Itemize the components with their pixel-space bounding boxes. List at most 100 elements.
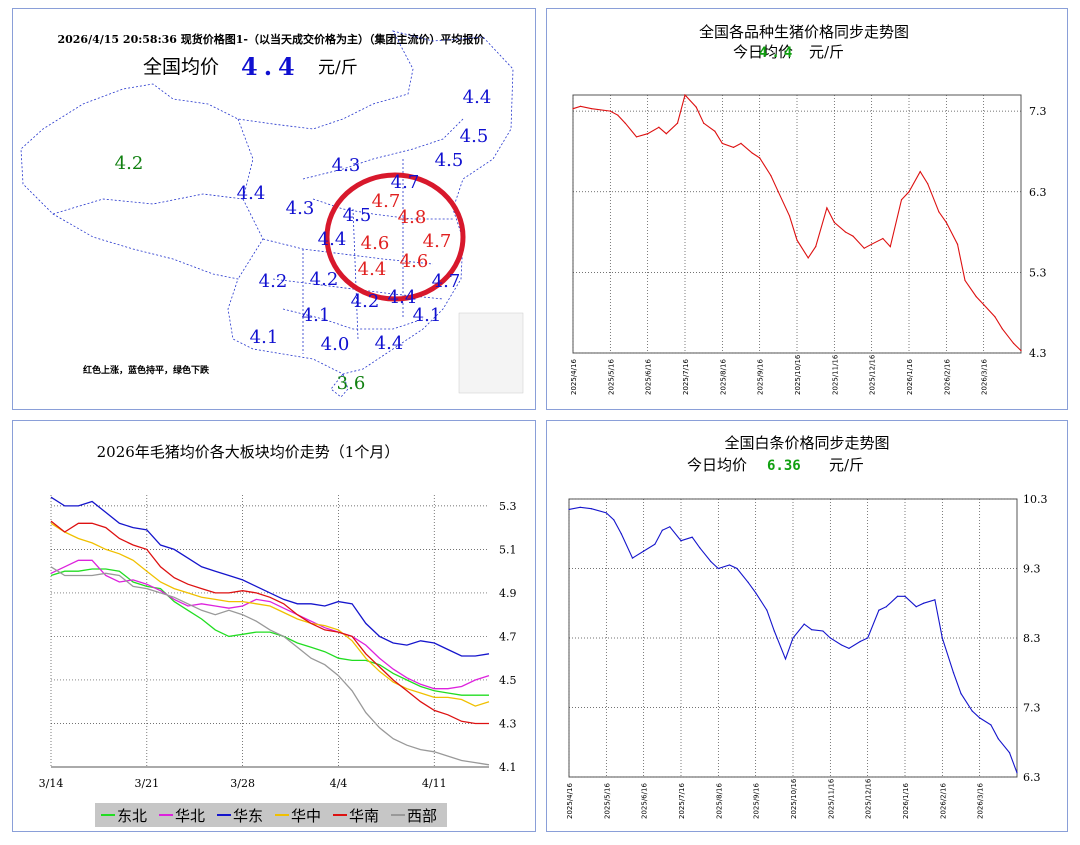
- data-point: [867, 637, 869, 639]
- carcass-chart-title: 全国白条价格同步走势图: [724, 434, 889, 452]
- data-point: [728, 564, 731, 566]
- x-tick-label: 2025/8/16: [715, 783, 723, 819]
- data-point: [1012, 342, 1015, 344]
- data-point: [934, 599, 936, 601]
- highlight-circle: [324, 172, 466, 302]
- x-tick-label: 2026/1/16: [906, 359, 914, 395]
- province-price-label: 4.7: [391, 172, 420, 193]
- regional-legend: [95, 803, 447, 827]
- data-point: [721, 142, 723, 144]
- data-point: [971, 710, 973, 712]
- y-tick-label: 7.3: [1029, 105, 1047, 118]
- data-point: [833, 221, 835, 223]
- data-point: [927, 183, 929, 185]
- province-price-label: 4.5: [460, 126, 489, 147]
- data-point: [938, 211, 940, 213]
- x-tick-label: 2025/4/16: [570, 359, 578, 395]
- avg-value: 4.4: [241, 52, 301, 81]
- data-point: [900, 199, 903, 201]
- data-point: [975, 295, 977, 298]
- hog-subtitle-prefix: 今日均价: [733, 43, 793, 61]
- province-price-label: 4.5: [435, 150, 464, 171]
- china-price-map: 2026/4/15 20:58:36 现货价格图1-（以当天成交价格为主）（集团…: [20, 30, 524, 398]
- map-borders: [20, 30, 514, 398]
- y-tick-label: 5.3: [499, 500, 517, 513]
- province-price-labels: 4.24.44.34.34.44.54.54.74.74.84.54.6 4.74…: [115, 87, 492, 394]
- color-legend-note: 红色上涨，蓝色持平，绿色下跌: [83, 364, 210, 376]
- province-price-label: 4.7: [372, 191, 401, 212]
- data-point: [807, 257, 809, 259]
- carcass-subtitle: 今日均价 6.36 元/斤: [687, 456, 864, 474]
- province-price-label: 4.5: [343, 205, 372, 226]
- data-point: [766, 609, 768, 611]
- province-price-label: 3.6: [337, 373, 366, 394]
- data-point: [747, 581, 749, 583]
- series-line: [50, 568, 489, 696]
- data-point: [590, 508, 592, 510]
- data-point: [605, 512, 607, 514]
- data-point: [997, 738, 999, 740]
- province-price-label: 4.6: [361, 233, 390, 254]
- x-tick-label: 2026/2/16: [939, 783, 947, 819]
- legend-label: 华南: [349, 807, 379, 825]
- regional-price-panel: 2026年毛猪均价各大板块均价走势（1个月） 5.3 5.1 4.9 4.7 4.5 4.…: [12, 420, 536, 832]
- y-tick-label: 9.3: [1023, 563, 1041, 576]
- data-point: [923, 602, 925, 604]
- y-tick-label: 8.3: [1023, 632, 1041, 645]
- series-line: [50, 520, 489, 725]
- hog-subtitle: 今日均价 4.4 元/斤: [733, 43, 844, 61]
- x-tick-label: 2025/11/16: [827, 778, 835, 819]
- data-point: [624, 122, 626, 124]
- data-point: [1016, 772, 1018, 774]
- data-point: [915, 606, 917, 608]
- data-point: [714, 130, 716, 132]
- data-point: [889, 245, 891, 248]
- data-point: [896, 595, 899, 597]
- data-point: [844, 231, 847, 233]
- data-point: [1001, 328, 1003, 330]
- province-price-label: 4.2: [259, 271, 288, 292]
- map-header: 2026/4/15 20:58:36 现货价格图1-（以当天成交价格为主）（集团…: [57, 32, 485, 46]
- data-point: [703, 122, 705, 124]
- series-line: [50, 559, 490, 690]
- data-point: [871, 243, 873, 245]
- avg-label: 全国均价: [143, 56, 219, 78]
- data-point: [643, 550, 645, 552]
- x-tick-label: 3/28: [230, 777, 255, 790]
- x-tick-label: 2025/9/16: [753, 783, 761, 819]
- data-point: [717, 567, 719, 570]
- province-price-label: 4.7: [423, 231, 452, 252]
- data-point: [792, 637, 794, 639]
- data-point: [1008, 752, 1011, 754]
- data-point: [579, 105, 582, 107]
- x-tick-label: 3/21: [134, 777, 159, 790]
- y-tick-label: 4.9: [499, 587, 517, 600]
- data-point: [773, 630, 775, 632]
- y-tick-label: 4.5: [499, 674, 517, 687]
- x-tick-label: 2026/3/16: [981, 359, 989, 395]
- x-tick-label: 2025/6/16: [645, 359, 653, 395]
- data-point: [815, 245, 817, 248]
- avg-price-line: 全国均价 4.4 元/斤: [143, 52, 358, 81]
- data-point: [848, 647, 850, 650]
- province-price-label: 4.4: [463, 87, 492, 108]
- province-price-label: 4.8: [398, 207, 427, 228]
- data-point: [983, 304, 985, 306]
- province-price-label: 4.2: [351, 291, 380, 312]
- regional-chart-title: 2026年毛猪均价各大板块均价走势（1个月）: [97, 443, 400, 461]
- x-tick-label: 2025/5/16: [607, 359, 615, 395]
- series-line: [50, 522, 490, 707]
- hog-price-chart: 全国各品种生猪价格同步走势图 今日均价 4.4 元/斤 7.3 6.3 5.3 4.3…: [570, 23, 1047, 395]
- province-price-label: 4.3: [332, 155, 361, 176]
- data-point: [994, 316, 996, 318]
- data-point: [956, 243, 959, 245]
- data-point: [695, 106, 697, 108]
- y-tick-label: 4.3: [499, 717, 517, 730]
- hog-subtitle-unit: 元/斤: [809, 43, 844, 61]
- province-price-label: 4.4: [237, 183, 266, 204]
- hog-chart-title: 全国各品种生猪价格同步走势图: [699, 23, 909, 41]
- data-point: [796, 239, 798, 241]
- data-point: [684, 94, 686, 96]
- x-tick-label: 2025/11/16: [831, 354, 839, 395]
- province-price-label: 4.6: [400, 251, 429, 272]
